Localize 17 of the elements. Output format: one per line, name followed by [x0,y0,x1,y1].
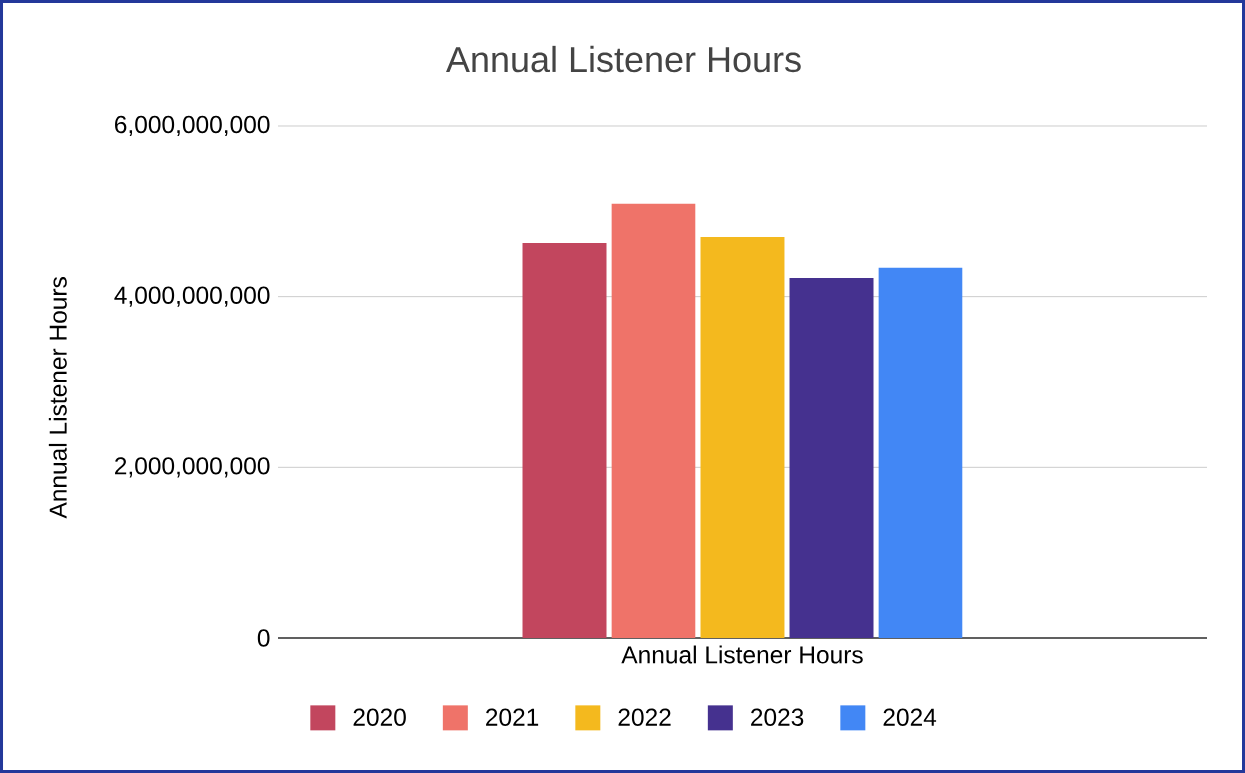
y-tick-label: 6,000,000,000 [115,115,270,137]
x-axis-title: Annual Listener Hours [621,645,863,664]
y-tick-label: 2,000,000,000 [115,457,270,478]
legend-label: 2021 [486,708,539,726]
chart-title: Annual Listener Hours [446,45,801,73]
legend-label: 2022 [618,708,671,726]
y-tick-label: 4,000,000,000 [114,286,270,307]
bar [522,242,607,638]
legend-label: 2020 [353,708,406,726]
bar [789,277,874,638]
legend-label: 2023 [751,708,804,726]
bar [878,267,963,638]
bar [700,236,785,638]
y-tick-label: 0 [257,629,270,647]
legend-label: 2024 [883,708,937,726]
y-axis-title: Annual Listener Hours [48,277,67,519]
bar [611,203,696,638]
